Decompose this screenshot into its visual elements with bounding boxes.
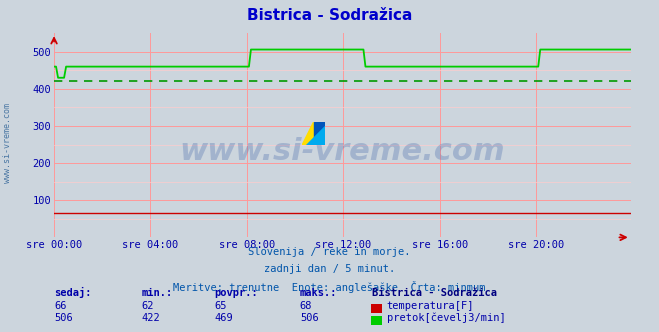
Text: 66: 66 [54,301,67,311]
Text: 422: 422 [142,313,160,323]
Text: Bistrica - Sodražica: Bistrica - Sodražica [372,288,498,298]
Text: 506: 506 [300,313,318,323]
Text: 469: 469 [214,313,233,323]
Text: povpr.:: povpr.: [214,288,258,298]
Text: sedaj:: sedaj: [54,287,92,298]
Text: pretok[čevelj3/min]: pretok[čevelj3/min] [387,312,505,323]
Text: min.:: min.: [142,288,173,298]
Text: 506: 506 [54,313,72,323]
Text: Bistrica - Sodražica: Bistrica - Sodražica [247,8,412,23]
Text: www.si-vreme.com: www.si-vreme.com [179,137,505,166]
Text: zadnji dan / 5 minut.: zadnji dan / 5 minut. [264,264,395,274]
Text: maks.:: maks.: [300,288,337,298]
Text: Slovenija / reke in morje.: Slovenija / reke in morje. [248,247,411,257]
Text: Meritve: trenutne  Enote: anglešaške  Črta: minmum: Meritve: trenutne Enote: anglešaške Črta… [173,281,486,292]
Polygon shape [314,122,325,145]
Text: temperatura[F]: temperatura[F] [387,301,474,311]
Polygon shape [306,126,325,145]
Text: www.si-vreme.com: www.si-vreme.com [3,103,13,183]
Text: 62: 62 [142,301,154,311]
Polygon shape [302,122,314,145]
Text: 68: 68 [300,301,312,311]
Text: 65: 65 [214,301,227,311]
